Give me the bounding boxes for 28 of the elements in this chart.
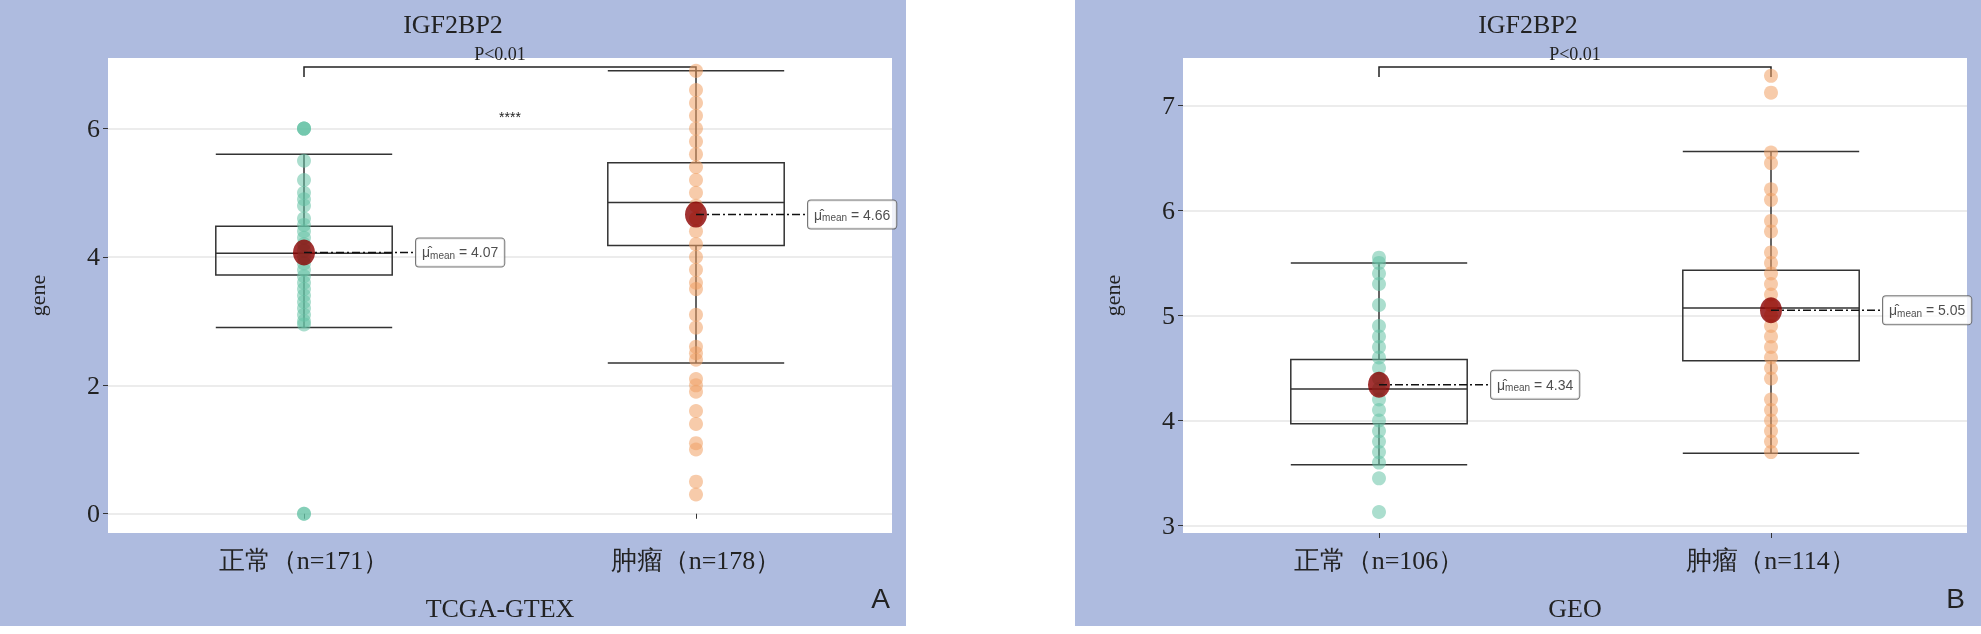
chart-title: IGF2BP2 xyxy=(1478,9,1578,39)
x-tick-label: 肿瘤（n=178） xyxy=(610,545,782,575)
y-tick-label: 6 xyxy=(1162,195,1175,225)
text: A xyxy=(871,582,891,614)
y-axis-title: gene xyxy=(24,274,50,317)
x-tick-label: 肿瘤（n=114） xyxy=(1686,545,1856,575)
y-tick-label: 4 xyxy=(1162,406,1175,436)
x-axis-title: GEO xyxy=(1548,593,1602,623)
y-axis-title: gene xyxy=(1099,274,1125,317)
y-tick-label: 7 xyxy=(1162,90,1175,120)
y-tick-label: 6 xyxy=(87,114,100,144)
y-tick-label: 5 xyxy=(1162,300,1175,330)
annotation: **** xyxy=(499,109,522,125)
annotation: μ̂mean = 4.07 xyxy=(422,244,499,261)
annotation: μ̂mean = 4.34 xyxy=(1497,376,1574,394)
annotation: μ̂mean = 4.66 xyxy=(814,206,891,224)
x-tick-label: 正常（n=171） xyxy=(218,545,390,575)
y-tick-label: 4 xyxy=(87,242,100,272)
text: B xyxy=(1946,582,1965,614)
annotation: P<0.01 xyxy=(1549,44,1601,64)
annotation: μ̂mean = 5.05 xyxy=(1889,302,1966,319)
annotation: P<0.01 xyxy=(474,44,526,64)
x-axis-title: TCGA-GTEX xyxy=(425,593,575,623)
y-tick-label: 2 xyxy=(87,370,100,400)
y-tick-label: 3 xyxy=(1162,511,1175,541)
chart-title: IGF2BP2 xyxy=(403,9,503,39)
x-tick-label: 正常（n=106） xyxy=(1293,545,1465,575)
y-tick-label: 0 xyxy=(87,499,100,529)
